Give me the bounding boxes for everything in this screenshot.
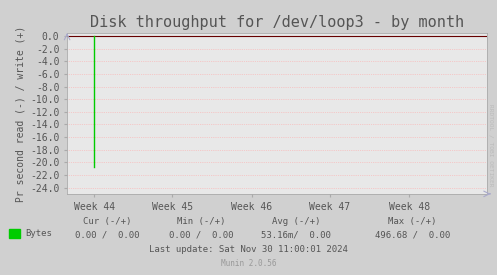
Text: Munin 2.0.56: Munin 2.0.56 xyxy=(221,259,276,268)
Title: Disk throughput for /dev/loop3 - by month: Disk throughput for /dev/loop3 - by mont… xyxy=(90,15,464,31)
Text: Cur (-/+): Cur (-/+) xyxy=(83,217,131,226)
Text: RRDTOOL / TOBI OETIKER: RRDTOOL / TOBI OETIKER xyxy=(488,104,493,187)
Text: Last update: Sat Nov 30 11:00:01 2024: Last update: Sat Nov 30 11:00:01 2024 xyxy=(149,246,348,254)
Text: Bytes: Bytes xyxy=(25,229,52,238)
Text: 0.00 /  0.00: 0.00 / 0.00 xyxy=(75,231,139,240)
Text: Max (-/+): Max (-/+) xyxy=(388,217,437,226)
Text: 0.00 /  0.00: 0.00 / 0.00 xyxy=(169,231,234,240)
Text: 496.68 /  0.00: 496.68 / 0.00 xyxy=(375,231,450,240)
Y-axis label: Pr second read (-) / write (+): Pr second read (-) / write (+) xyxy=(16,25,26,202)
Text: Avg (-/+): Avg (-/+) xyxy=(271,217,320,226)
Text: 53.16m/  0.00: 53.16m/ 0.00 xyxy=(261,231,331,240)
Text: Min (-/+): Min (-/+) xyxy=(177,217,226,226)
